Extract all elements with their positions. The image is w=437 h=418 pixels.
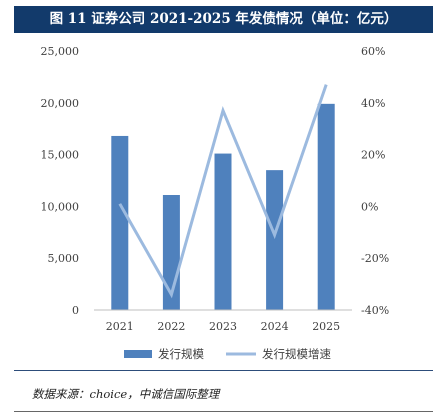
legend-line-label: 发行规模增速 <box>262 347 331 361</box>
divider-top <box>14 370 433 371</box>
bar-line-chart: 0 5,000 10,000 15,000 20,000 25,000 -40% -20% 0%… <box>41 45 390 361</box>
y-right-tick-label: -40% <box>361 304 389 317</box>
x-tick-label: 2021 <box>106 320 134 333</box>
y-left-tick-label: 15,000 <box>41 149 80 162</box>
bar-2025 <box>317 103 335 310</box>
y-left-tick-label: 5,000 <box>48 252 80 265</box>
x-tick-label: 2025 <box>312 320 340 333</box>
y-left-tick-label: 20,000 <box>41 97 80 110</box>
divider-bottom <box>14 411 433 412</box>
x-tick-label: 2022 <box>157 320 185 333</box>
source-note: 数据来源：choice，中诚信国际整理 <box>32 387 220 401</box>
figure-title: 图 11 证券公司 2021-2025 年发债情况（单位：亿元） <box>14 6 433 33</box>
bar-2024 <box>266 170 284 310</box>
bar-2023 <box>214 153 232 310</box>
y-left-tick-label: 0 <box>72 304 79 317</box>
y-right-tick-label: 40% <box>361 97 385 110</box>
x-tick-label: 2024 <box>261 320 289 333</box>
y-right-tick-label: 20% <box>361 149 385 162</box>
y-right-tick-label: 60% <box>361 45 385 58</box>
x-tick-label: 2023 <box>209 320 237 333</box>
y-left-tick-label: 25,000 <box>41 45 80 58</box>
y-left-tick-label: 10,000 <box>41 200 80 213</box>
y-right-tick-label: 0% <box>361 200 378 213</box>
bar-2021 <box>111 135 129 310</box>
legend-bar-label: 发行规模 <box>158 347 204 361</box>
y-right-tick-label: -20% <box>361 252 389 265</box>
legend-bar-swatch <box>124 350 152 358</box>
